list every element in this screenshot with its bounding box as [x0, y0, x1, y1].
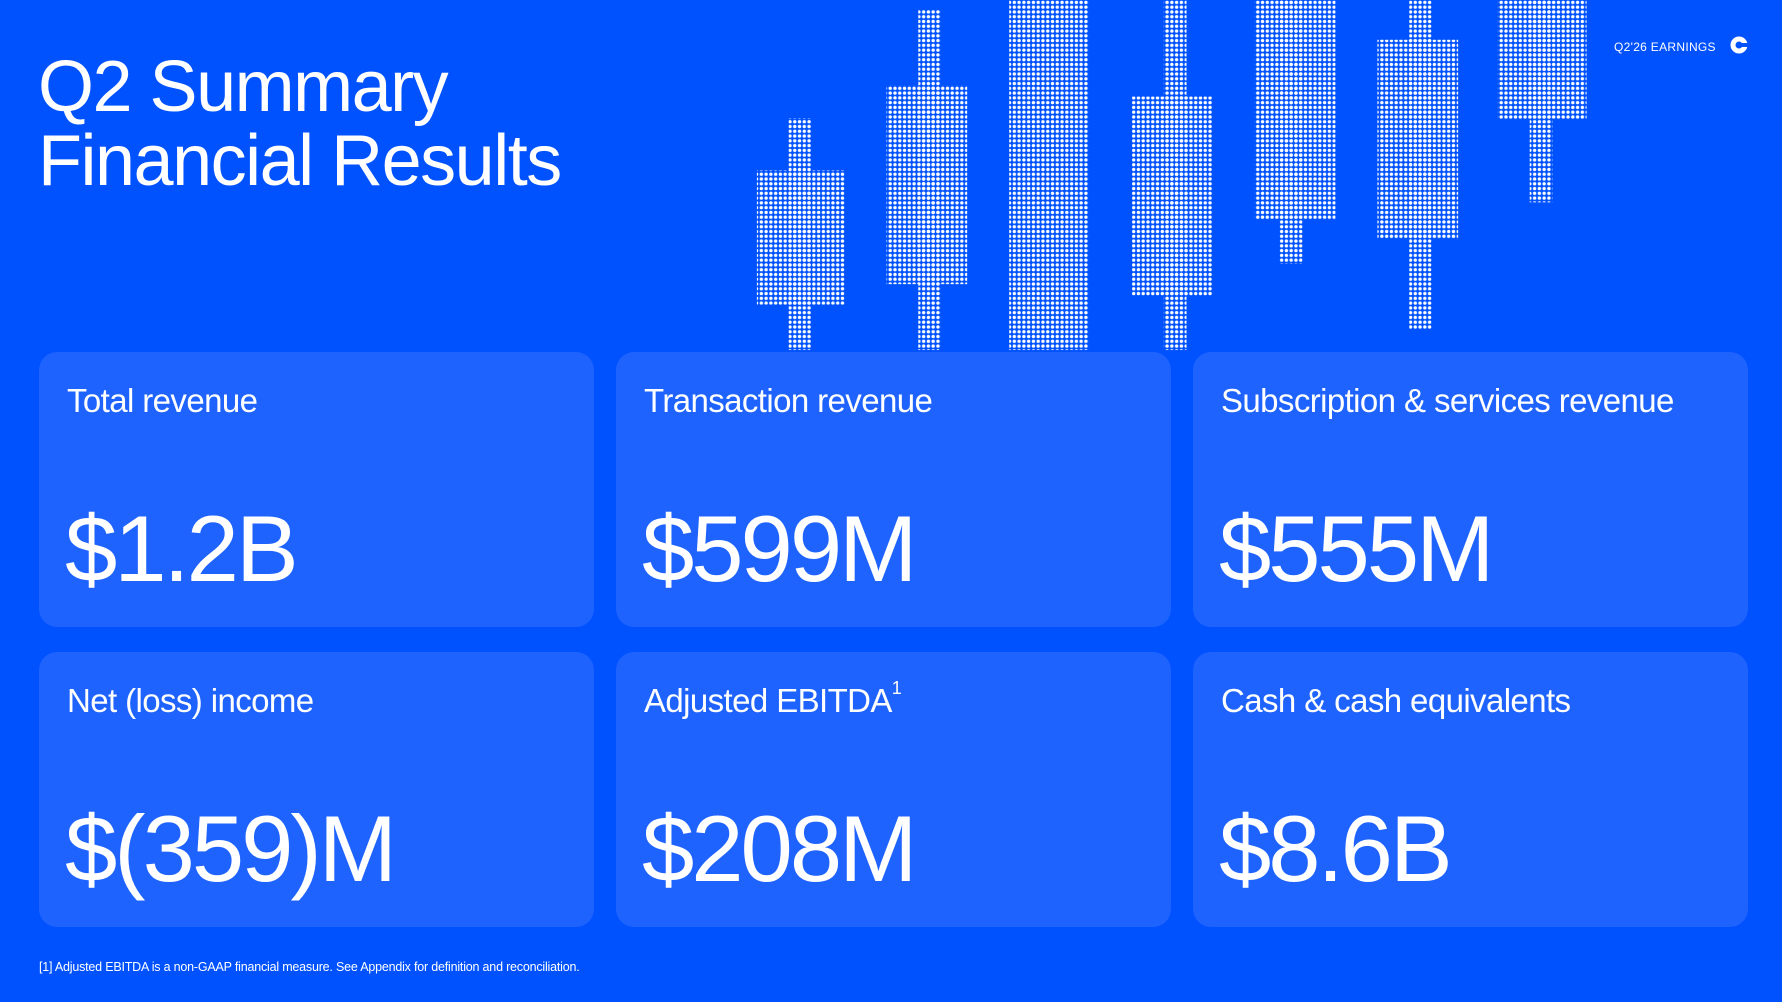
- footnote-ref: 1: [891, 678, 902, 698]
- candlestick-decoration: [756, 0, 1587, 351]
- metric-card: Transaction revenue $599M: [616, 352, 1171, 627]
- metric-card: Adjusted EBITDA1 $208M: [616, 652, 1171, 927]
- metric-label: Subscription & services revenue: [1221, 382, 1674, 419]
- metric-value: $599M: [642, 496, 917, 601]
- metric-card: Total revenue $1.2B: [39, 352, 594, 627]
- title-line: Financial Results: [38, 121, 562, 201]
- metric-label: Net (loss) income: [67, 682, 314, 719]
- title-line: Q2 Summary: [38, 47, 449, 127]
- footnote: [1] Adjusted EBITDA is a non-GAAP financ…: [39, 960, 580, 974]
- tag: Q2'26 EARNINGS: [1614, 40, 1716, 54]
- metric-label: Transaction revenue: [644, 382, 933, 419]
- metric-card: Net (loss) income $(359)M: [39, 652, 594, 927]
- metric-card: Subscription & services revenue $555M: [1193, 352, 1748, 627]
- metric-label-group: Adjusted EBITDA1: [644, 678, 902, 720]
- title: Q2 Summary Financial Results: [38, 47, 562, 201]
- metric-label: Total revenue: [67, 382, 258, 419]
- metric-value: $208M: [642, 796, 917, 901]
- metric-label: Adjusted EBITDA: [644, 682, 892, 719]
- metric-card: Cash & cash equivalents $8.6B: [1193, 652, 1748, 927]
- metric-value: $8.6B: [1219, 796, 1453, 901]
- metric-label: Cash & cash equivalents: [1221, 682, 1571, 719]
- logo: [1730, 36, 1748, 54]
- metric-value: $(359)M: [65, 796, 397, 901]
- metric-value: $555M: [1219, 496, 1494, 601]
- metric-value: $1.2B: [65, 496, 299, 601]
